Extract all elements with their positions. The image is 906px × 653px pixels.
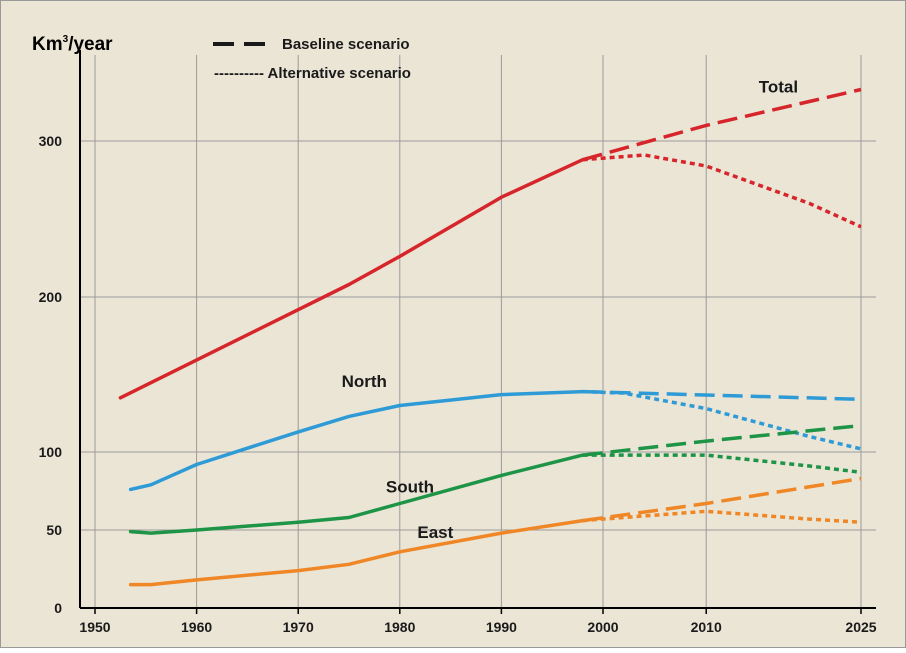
annotations: Total North South East xyxy=(342,78,799,542)
x-tick-label: 1960 xyxy=(181,619,212,635)
legend: Baseline scenario ---------- Alternative … xyxy=(213,36,411,82)
x-tick-label: 1950 xyxy=(79,619,110,635)
east-historical-line xyxy=(128,518,585,587)
legend-baseline-label: Baseline scenario xyxy=(282,36,410,53)
x-tick-label: 1980 xyxy=(384,619,415,635)
y-tick-label: 0 xyxy=(54,600,62,616)
total-alternative-line xyxy=(582,153,862,229)
y-tick-label: 50 xyxy=(46,522,62,538)
x-tick-label: 2025 xyxy=(845,619,876,635)
north-alternative-line xyxy=(582,389,862,451)
axes: 0 50 100 200 300 1950 1960 1970 1980 1990 2000 2010… xyxy=(39,50,877,635)
total-historical-line xyxy=(118,157,585,400)
y-tick-label: 100 xyxy=(39,444,63,460)
y-axis-label: Km3/year xyxy=(32,34,113,55)
legend-alternative-label: ---------- Alternative scenario xyxy=(214,65,411,82)
x-tick-label: 2010 xyxy=(691,619,722,635)
south-alternative-line xyxy=(582,453,862,475)
y-tick-label: 200 xyxy=(39,289,63,305)
east-alternative-line xyxy=(582,509,862,524)
north-historical-line xyxy=(128,389,585,492)
south-historical-line xyxy=(128,453,585,535)
x-tick-label: 1970 xyxy=(283,619,314,635)
y-tick-label: 300 xyxy=(39,133,63,149)
series-lines xyxy=(118,87,862,587)
x-tick-label: 1990 xyxy=(486,619,517,635)
east-baseline-line xyxy=(582,476,862,523)
series-label-east: East xyxy=(417,523,453,542)
grid xyxy=(80,55,876,608)
series-label-total: Total xyxy=(759,78,798,97)
series-label-north: North xyxy=(342,372,387,391)
total-baseline-line xyxy=(582,87,862,162)
south-baseline-line xyxy=(582,423,862,457)
series-label-south: South xyxy=(386,478,434,497)
x-tick-label: 2000 xyxy=(587,619,618,635)
